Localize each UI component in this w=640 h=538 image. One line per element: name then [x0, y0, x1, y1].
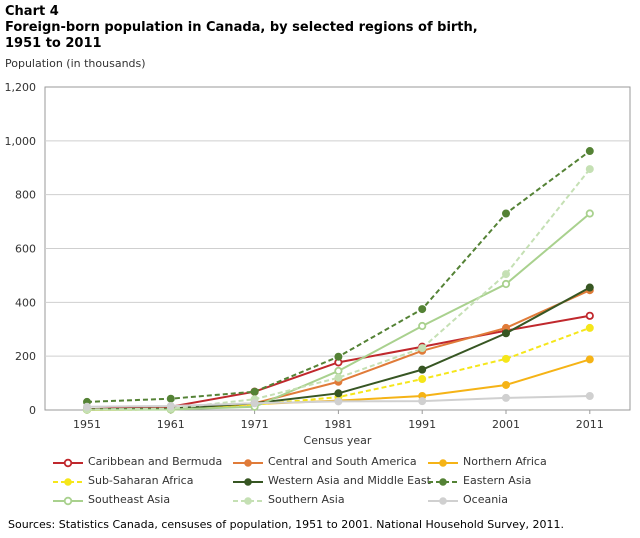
data-point: [418, 375, 427, 384]
legend-swatch: [233, 497, 263, 505]
data-point: [502, 209, 510, 218]
data-point: [585, 283, 594, 292]
y-tick-label: 400: [15, 296, 36, 309]
x-axis-label: Census year: [304, 434, 372, 447]
data-point: [334, 373, 343, 382]
data-point: [334, 352, 343, 361]
data-point: [334, 389, 343, 398]
x-tick-label: 1961: [157, 418, 185, 431]
data-point: [585, 209, 594, 218]
data-point: [502, 380, 510, 389]
legend-label: Oceania: [463, 493, 508, 506]
legend-swatch: [428, 459, 458, 467]
legend-swatch: [53, 478, 83, 486]
legend-label: Southeast Asia: [88, 493, 171, 506]
x-tick-label: 1971: [241, 418, 269, 431]
chart-title: Chart 4 Foreign-born population in Canad…: [5, 4, 478, 52]
data-point: [585, 311, 594, 320]
data-point: [166, 394, 175, 403]
legend-label: Central and South America: [268, 455, 417, 468]
y-tick-label: 800: [15, 189, 36, 202]
chart-label: Chart 4: [5, 4, 59, 19]
y-tick-label: 1,000: [5, 135, 37, 148]
x-tick-label: 1951: [73, 418, 101, 431]
data-point: [83, 402, 91, 411]
data-point: [334, 366, 343, 376]
legend-label: Northern Africa: [463, 455, 547, 468]
title-line-2: 1951 to 2011: [5, 36, 102, 51]
legend-swatch: [428, 478, 458, 486]
x-tick-label: 2001: [492, 418, 520, 431]
legend-swatch: [428, 497, 458, 505]
legend-label: Western Asia and Middle East: [268, 474, 431, 487]
legend-label: Southern Asia: [268, 493, 345, 506]
y-axis-label: Population (in thousands): [5, 57, 146, 70]
data-point: [501, 279, 511, 289]
data-point: [585, 165, 594, 174]
data-point: [418, 365, 427, 374]
y-tick-label: 0: [29, 404, 36, 417]
legend-swatch: [233, 459, 263, 467]
x-tick-label: 1991: [408, 418, 436, 431]
x-tick-label: 1981: [324, 418, 352, 431]
data-point: [585, 355, 594, 364]
data-point: [502, 354, 510, 363]
legend-swatch: [53, 496, 83, 506]
data-point: [585, 147, 594, 156]
legend-swatch: [53, 458, 83, 468]
data-point: [502, 329, 510, 338]
data-point: [418, 321, 427, 331]
source-note: Sources: Statistics Canada, censuses of …: [8, 518, 564, 531]
data-point: [502, 393, 510, 402]
data-point: [418, 397, 427, 406]
legend-label: Caribbean and Bermuda: [88, 455, 223, 468]
y-tick-label: 200: [15, 350, 36, 363]
y-tick-label: 600: [15, 243, 36, 256]
data-point: [250, 387, 259, 396]
data-point: [585, 392, 594, 401]
title-line-1: Foreign-born population in Canada, by se…: [5, 20, 478, 35]
data-point: [418, 305, 427, 314]
legend-label: Sub-Saharan Africa: [88, 474, 194, 487]
legend-label: Eastern Asia: [463, 474, 532, 487]
y-tick-label: 1,200: [5, 81, 37, 94]
data-point: [585, 323, 594, 332]
data-point: [166, 401, 175, 410]
line-chart: 0 200 400 600 800 1,000 1,200 1951 1961 1971 1981 1…: [5, 81, 631, 447]
legend-swatch: [233, 478, 263, 486]
data-point: [334, 397, 343, 406]
data-point: [418, 344, 427, 353]
data-point: [502, 270, 510, 279]
x-tick-label: 2011: [576, 418, 604, 431]
data-point: [250, 399, 259, 408]
